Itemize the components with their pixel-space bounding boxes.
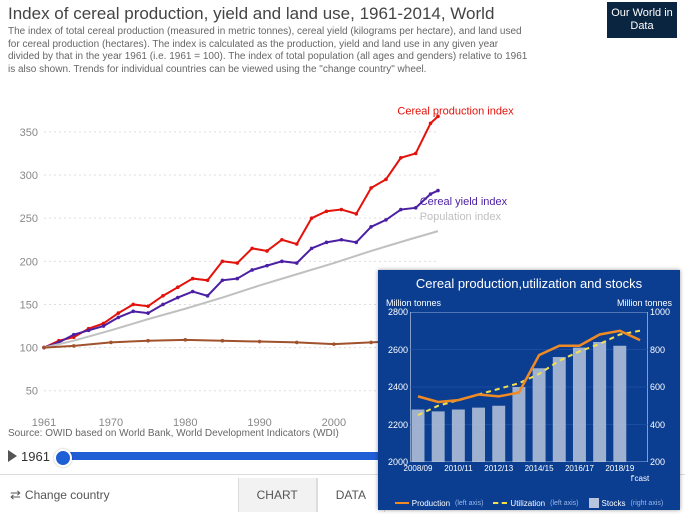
owid-badge: Our World in Data — [607, 2, 677, 38]
inset-chart: Cereal production,utilization and stocks… — [378, 270, 680, 510]
slider-year-label: 1961 — [21, 449, 50, 464]
svg-text:350: 350 — [20, 127, 38, 139]
tab-data[interactable]: DATA — [317, 478, 385, 512]
change-country-label: Change country — [25, 488, 110, 502]
svg-text:Population index: Population index — [420, 211, 502, 223]
svg-text:250: 250 — [20, 213, 38, 225]
swap-icon: ⇄ — [10, 487, 21, 503]
legend-production: Production(left axis) — [395, 498, 484, 508]
svg-text:Cereal production index: Cereal production index — [397, 106, 514, 118]
view-tabs: CHART DATA — [238, 478, 385, 512]
legend-utilization: Utilization(left axis) — [493, 498, 578, 508]
inset-plot — [410, 312, 648, 462]
svg-text:300: 300 — [20, 170, 38, 182]
page-title: Index of cereal production, yield and la… — [8, 4, 494, 24]
svg-text:200: 200 — [20, 256, 38, 268]
slider-knob[interactable] — [54, 449, 72, 467]
page: Our World in Data Index of cereal produc… — [0, 0, 685, 514]
svg-text:Cereal yield index: Cereal yield index — [420, 196, 508, 208]
svg-text:100: 100 — [20, 343, 38, 355]
legend-stocks: Stocks(right axis) — [589, 498, 664, 508]
source-note: Source: OWID based on World Bank, World … — [8, 428, 339, 439]
inset-title: Cereal production,utilization and stocks — [378, 276, 680, 291]
svg-text:50: 50 — [26, 386, 38, 398]
svg-text:150: 150 — [20, 299, 38, 311]
page-subtitle: The index of total cereal production (me… — [8, 26, 528, 76]
tab-chart[interactable]: CHART — [238, 478, 317, 512]
inset-legend: Production(left axis) Utilization(left a… — [378, 498, 680, 508]
play-icon[interactable] — [8, 450, 17, 462]
change-country-button[interactable]: ⇄ Change country — [10, 487, 110, 503]
